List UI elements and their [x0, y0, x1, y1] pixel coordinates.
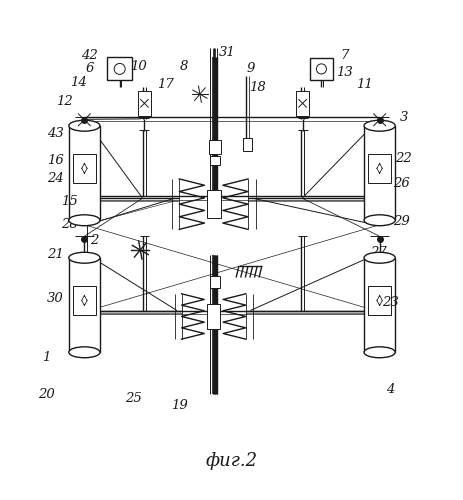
- Text: 12: 12: [56, 94, 73, 108]
- Ellipse shape: [363, 215, 394, 226]
- Ellipse shape: [69, 120, 100, 131]
- Bar: [368, 286, 390, 315]
- Text: 29: 29: [393, 214, 409, 228]
- Text: 31: 31: [219, 46, 235, 60]
- Bar: [209, 140, 220, 153]
- Bar: [107, 58, 132, 80]
- Text: 10: 10: [129, 60, 146, 73]
- Bar: [309, 58, 332, 80]
- Bar: [69, 258, 100, 352]
- Ellipse shape: [69, 215, 100, 226]
- Text: 4: 4: [385, 384, 394, 396]
- Text: 23: 23: [381, 296, 398, 309]
- Bar: [210, 156, 219, 165]
- Text: 20: 20: [38, 388, 55, 401]
- Text: 2: 2: [90, 234, 99, 248]
- Bar: [363, 126, 394, 220]
- Bar: [295, 90, 308, 116]
- Text: 30: 30: [47, 292, 64, 304]
- Text: 27: 27: [369, 246, 386, 259]
- Ellipse shape: [69, 347, 100, 358]
- Text: фиг.2: фиг.2: [206, 452, 257, 470]
- Text: 22: 22: [394, 152, 412, 165]
- Text: 3: 3: [399, 112, 407, 124]
- Bar: [368, 154, 390, 183]
- Bar: [73, 286, 95, 315]
- Ellipse shape: [69, 252, 100, 263]
- Text: 16: 16: [47, 154, 64, 167]
- Text: 13: 13: [335, 66, 352, 78]
- Text: 6: 6: [86, 62, 94, 76]
- Text: 17: 17: [157, 78, 174, 92]
- Text: 9: 9: [245, 62, 254, 76]
- Bar: [210, 276, 219, 288]
- Text: 24: 24: [47, 172, 64, 186]
- Bar: [69, 126, 100, 220]
- Text: 43: 43: [47, 126, 64, 140]
- Text: 25: 25: [125, 392, 142, 406]
- Ellipse shape: [363, 120, 394, 131]
- Bar: [242, 138, 251, 151]
- Text: 15: 15: [61, 196, 77, 208]
- Text: 21: 21: [47, 248, 64, 261]
- Text: 18: 18: [248, 81, 265, 94]
- Ellipse shape: [363, 347, 394, 358]
- Text: 28: 28: [61, 218, 77, 232]
- Bar: [138, 90, 150, 116]
- Text: 42: 42: [81, 48, 98, 62]
- Ellipse shape: [363, 252, 394, 263]
- Text: 19: 19: [170, 400, 187, 412]
- Text: 7: 7: [339, 48, 348, 62]
- Text: 1: 1: [42, 351, 50, 364]
- Bar: [363, 258, 394, 352]
- Text: 11: 11: [356, 78, 373, 92]
- Text: 14: 14: [70, 76, 87, 89]
- Bar: [207, 304, 219, 329]
- Bar: [206, 190, 220, 218]
- Bar: [73, 154, 95, 183]
- Text: 8: 8: [179, 60, 188, 73]
- Text: 26: 26: [393, 177, 409, 190]
